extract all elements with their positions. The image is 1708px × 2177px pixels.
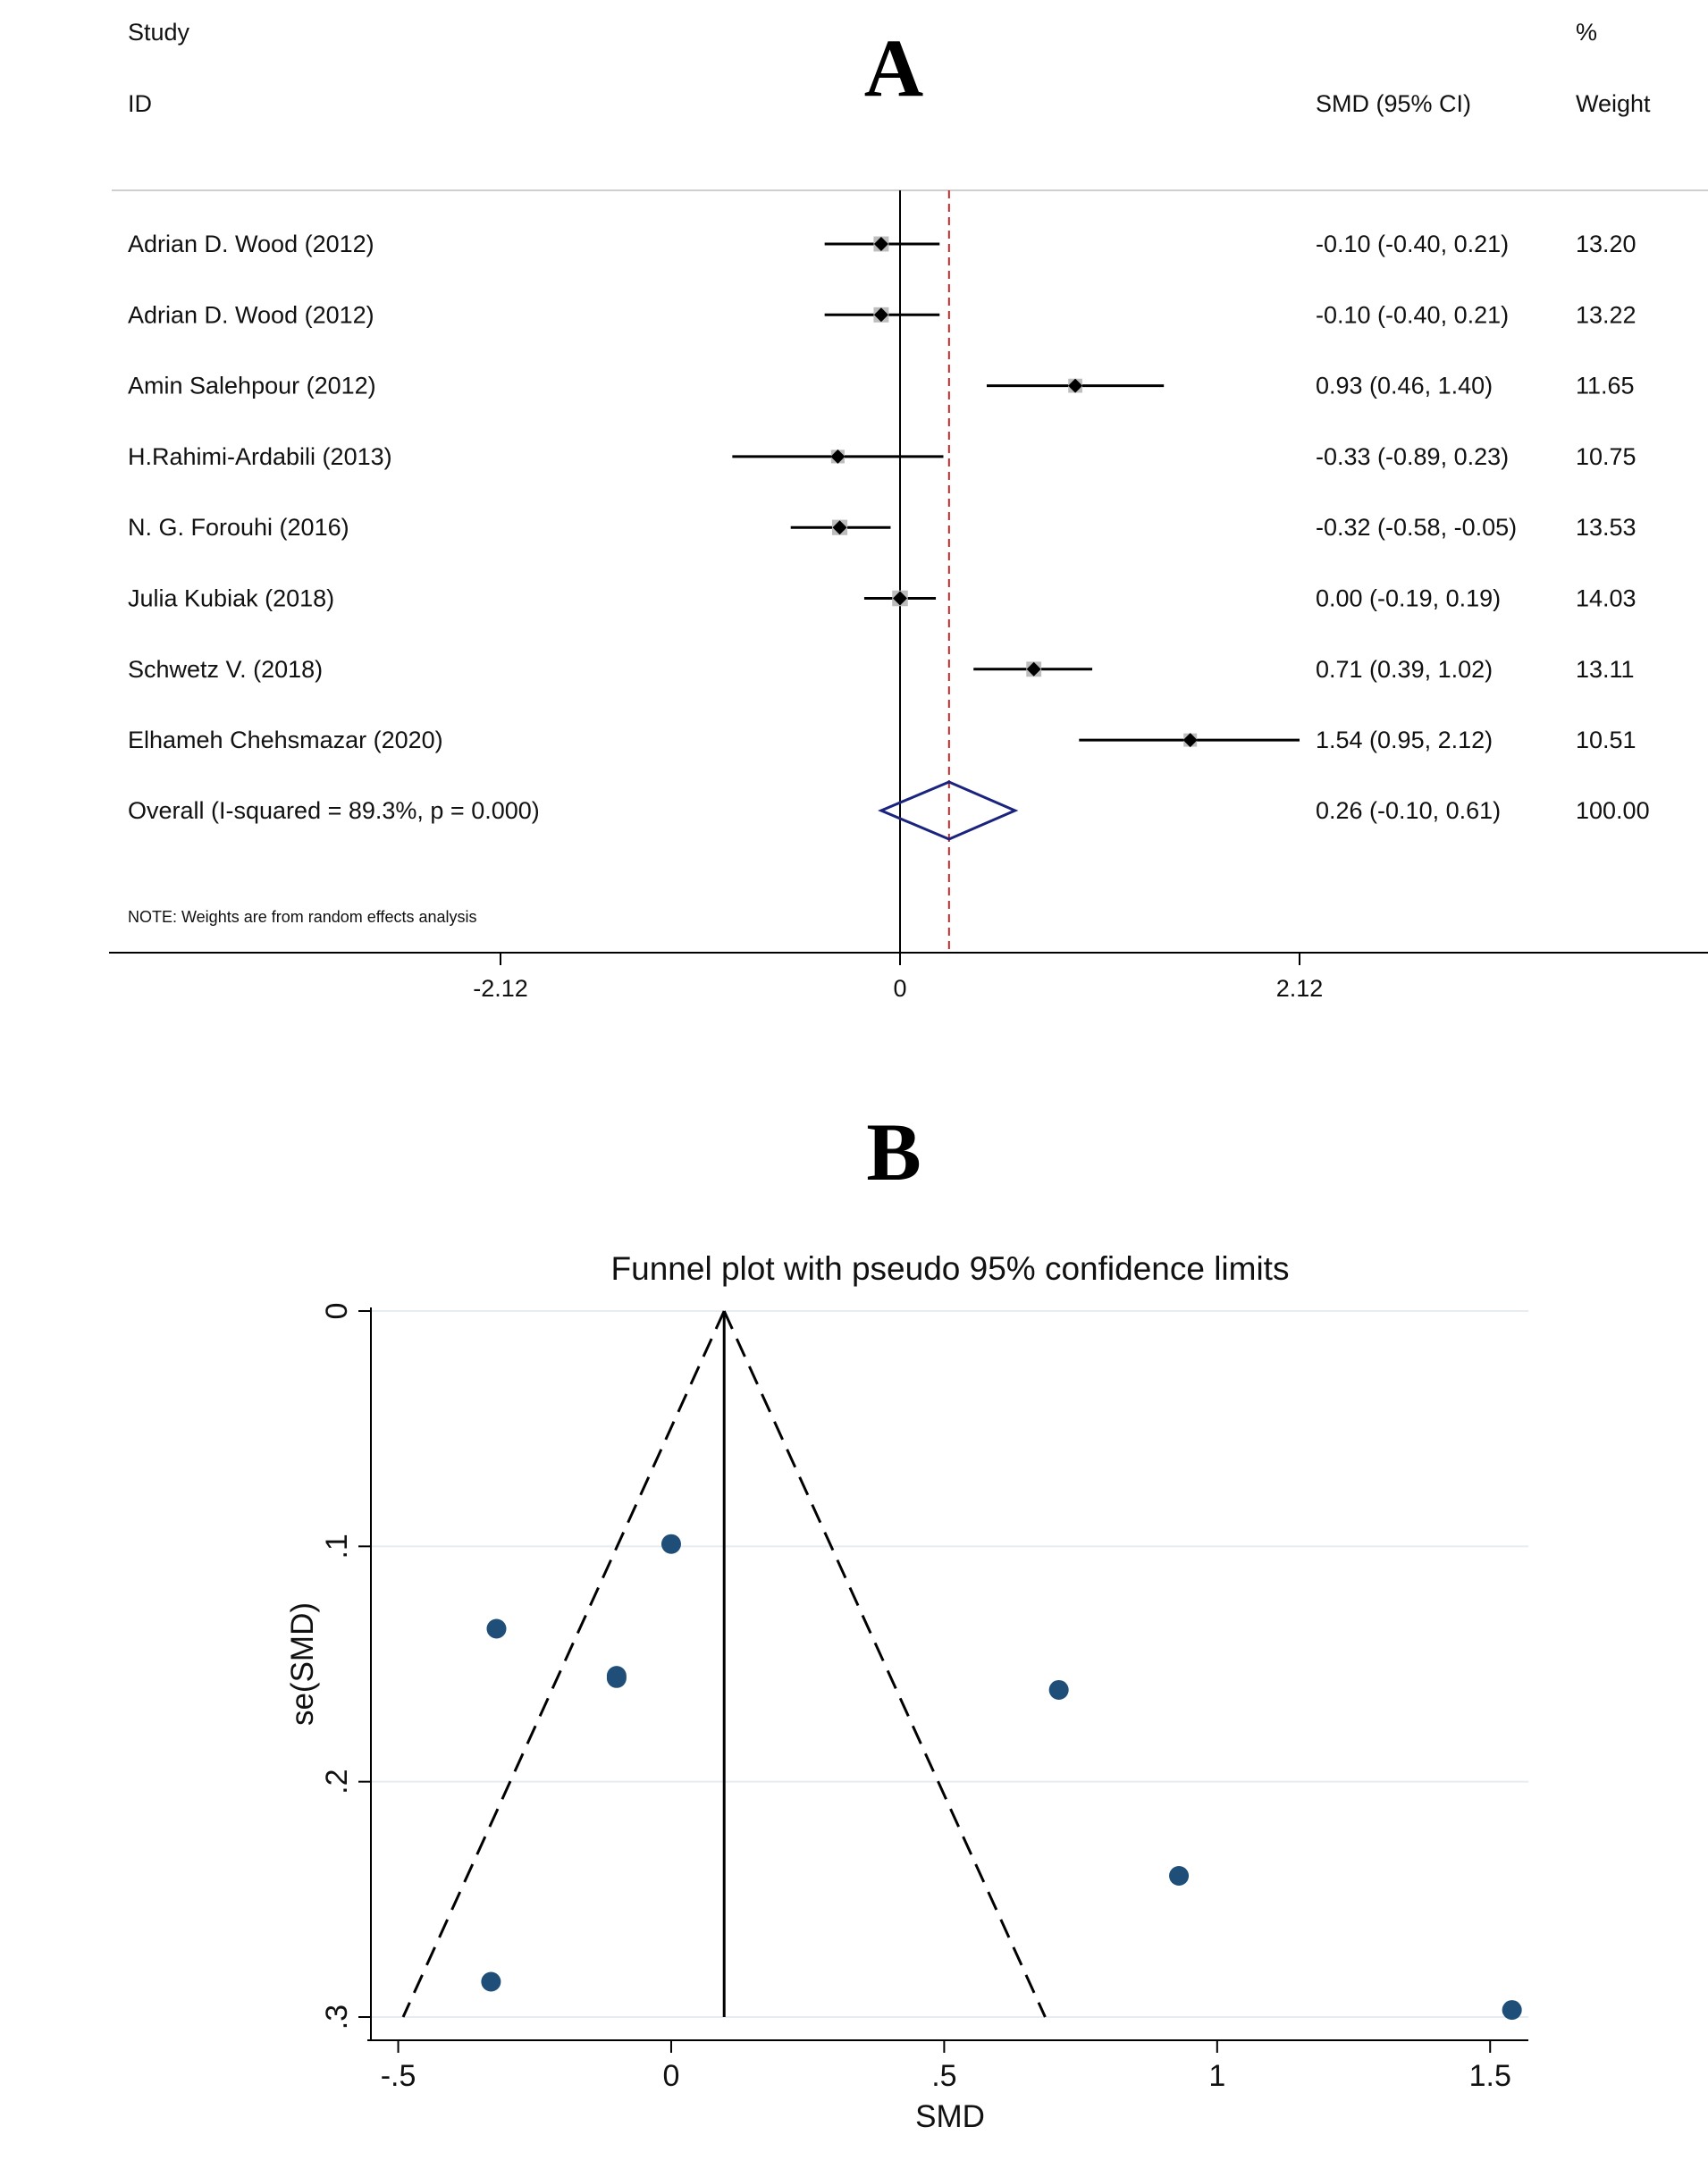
header-smd-ci: SMD (95% CI) — [1316, 90, 1471, 117]
funnel-x-tick-label: .5 — [931, 2059, 956, 2093]
study-weight: 11.65 — [1576, 373, 1635, 399]
funnel-title: Funnel plot with pseudo 95% confidence l… — [611, 1250, 1290, 1287]
study-label: Julia Kubiak (2018) — [128, 585, 334, 612]
study-label: N. G. Forouhi (2016) — [128, 514, 349, 541]
study-row: Elhameh Chehsmazar (2020) 1.54 (0.95, 2.1… — [128, 727, 1636, 753]
study-row: Schwetz V. (2018) 0.71 (0.39, 1.02) 13.11 — [128, 656, 1635, 683]
study-smd-ci: 0.71 (0.39, 1.02) — [1316, 656, 1493, 683]
funnel-x-label: SMD — [915, 2099, 985, 2134]
forest-x-tick-label: 2.12 — [1276, 975, 1324, 1002]
study-point-estimate — [893, 591, 907, 606]
study-smd-ci: 0.93 (0.46, 1.40) — [1316, 373, 1493, 399]
study-point-estimate — [830, 449, 846, 464]
weights-note: NOTE: Weights are from random effects an… — [128, 908, 476, 926]
header-weight: Weight — [1576, 90, 1651, 117]
study-row: Adrian D. Wood (2012) -0.10 (-0.40, 0.21)… — [128, 301, 1636, 328]
funnel-point — [486, 1618, 507, 1639]
funnel-y-tick-label: .3 — [320, 2005, 354, 2030]
study-weight: 13.53 — [1576, 514, 1636, 541]
study-row: H.Rahimi-Ardabili (2013) -0.33 (-0.89, 0.… — [128, 443, 1636, 470]
study-row: N. G. Forouhi (2016) -0.32 (-0.58, -0.05)… — [128, 514, 1636, 541]
overall-row: Overall (I-squared = 89.3%, p = 0.000) 0… — [128, 780, 1650, 841]
funnel-point — [1502, 2000, 1522, 2021]
overall-label: Overall (I-squared = 89.3%, p = 0.000) — [128, 797, 540, 824]
funnel-point — [606, 1666, 627, 1686]
study-label: Schwetz V. (2018) — [128, 656, 323, 683]
funnel-plot: B Funnel plot with pseudo 95% confidence… — [285, 1106, 1528, 2134]
funnel-points — [481, 1534, 1522, 2021]
funnel-y-tick-label: .1 — [320, 1534, 354, 1559]
forest-rows: Adrian D. Wood (2012) -0.10 (-0.40, 0.21)… — [128, 231, 1636, 753]
forest-plot: A Study ID SMD (95% CI) % Weight Adrian … — [109, 19, 1708, 1002]
study-label: H.Rahimi-Ardabili (2013) — [128, 443, 392, 470]
study-point-estimate — [873, 237, 888, 251]
study-label: Adrian D. Wood (2012) — [128, 231, 374, 257]
upper-confidence-limit — [722, 1310, 1047, 2018]
study-row: Julia Kubiak (2018) 0.00 (-0.19, 0.19) 14.… — [128, 585, 1636, 612]
study-smd-ci: -0.10 (-0.40, 0.21) — [1316, 301, 1509, 328]
study-weight: 13.20 — [1576, 231, 1636, 257]
panel-a-label: A — [864, 22, 923, 113]
funnel-axes: 0 .1 .2 .3 -.5 0 .5 1 1.5 — [320, 1303, 1528, 2093]
study-smd-ci: 0.00 (-0.19, 0.19) — [1316, 585, 1501, 612]
overall-smd-ci: 0.26 (-0.10, 0.61) — [1316, 797, 1501, 824]
funnel-point — [1048, 1679, 1069, 1700]
study-weight: 13.22 — [1576, 301, 1636, 328]
study-weight: 14.03 — [1576, 585, 1636, 612]
funnel-y-label: se(SMD) — [285, 1602, 320, 1726]
funnel-x-tick-label: 1 — [1208, 2059, 1225, 2093]
overall-diamond — [878, 780, 1019, 841]
funnel-point — [481, 1971, 501, 1992]
header-id: ID — [128, 90, 152, 117]
study-smd-ci: -0.33 (-0.89, 0.23) — [1316, 443, 1509, 470]
study-point-estimate — [1026, 661, 1041, 677]
study-point-estimate — [832, 520, 847, 535]
funnel-y-tick-label: 0 — [320, 1303, 354, 1320]
lower-confidence-limit — [401, 1310, 726, 2018]
funnel-point — [1169, 1866, 1190, 1886]
study-point-estimate — [873, 307, 888, 323]
forest-x-tick-label: 0 — [893, 975, 906, 1002]
forest-x-tick-label: -2.12 — [473, 975, 528, 1002]
panel-b-label: B — [866, 1106, 921, 1198]
header-study: Study — [128, 19, 190, 46]
study-label: Amin Salehpour (2012) — [128, 373, 376, 399]
funnel-gridlines — [371, 1310, 1528, 2018]
study-row: Adrian D. Wood (2012) -0.10 (-0.40, 0.21)… — [128, 231, 1636, 257]
study-weight: 10.51 — [1576, 727, 1636, 753]
funnel-x-tick-label: -.5 — [381, 2059, 416, 2093]
study-smd-ci: -0.10 (-0.40, 0.21) — [1316, 231, 1509, 257]
study-point-estimate — [1068, 378, 1083, 393]
study-smd-ci: -0.32 (-0.58, -0.05) — [1316, 514, 1517, 541]
study-weight: 10.75 — [1576, 443, 1636, 470]
study-point-estimate — [1182, 733, 1198, 748]
study-smd-ci: 1.54 (0.95, 2.12) — [1316, 727, 1493, 753]
funnel-y-tick-label: .2 — [320, 1769, 354, 1794]
header-percent: % — [1576, 19, 1597, 46]
funnel-x-tick-label: 1.5 — [1469, 2059, 1511, 2093]
funnel-x-tick-label: 0 — [663, 2059, 680, 2093]
overall-weight: 100.00 — [1576, 797, 1650, 824]
study-label: Elhameh Chehsmazar (2020) — [128, 727, 443, 753]
funnel-confidence-limits — [401, 1310, 1047, 2018]
forest-x-ticks: -2.12 0 2.12 — [473, 953, 1323, 1002]
study-row: Amin Salehpour (2012) 0.93 (0.46, 1.40) 11… — [128, 373, 1635, 399]
study-weight: 13.11 — [1576, 656, 1635, 683]
study-label: Adrian D. Wood (2012) — [128, 301, 374, 328]
funnel-point — [660, 1534, 681, 1554]
